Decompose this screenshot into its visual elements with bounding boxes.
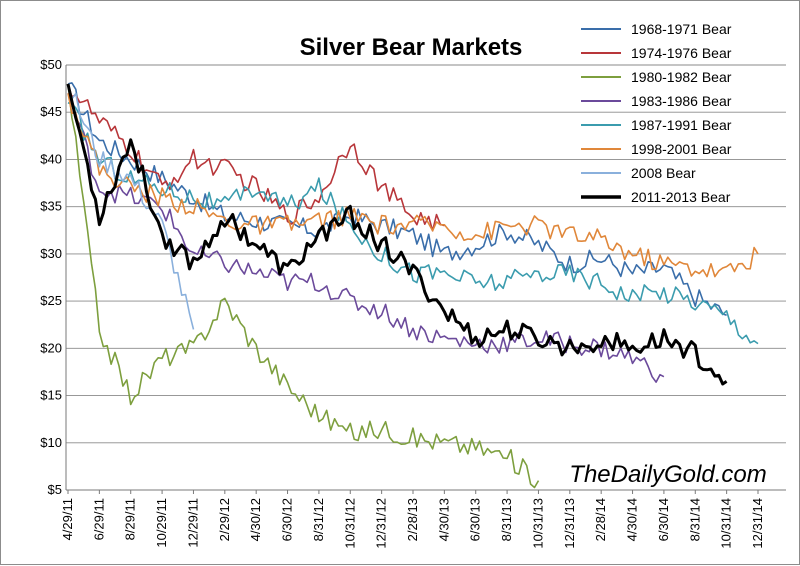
- legend-label: 1987-1991 Bear: [631, 117, 732, 133]
- chart-title: Silver Bear Markets: [300, 34, 523, 61]
- y-tick-labels: $5 $10 $15 $20 $25 $30 $35 $40 $45 $50: [40, 57, 62, 497]
- y-tick-label: $45: [40, 104, 62, 119]
- x-tick-label: 4/29/11: [60, 498, 75, 540]
- legend-label: 1998-2001 Bear: [631, 141, 732, 157]
- legend-label: 1968-1971 Bear: [631, 21, 732, 37]
- data-series: [66, 82, 759, 489]
- y-tick-label: $35: [40, 199, 62, 214]
- legend-label: 1980-1982 Bear: [631, 69, 732, 85]
- x-tick-labels: 4/29/11 6/29/11 8/29/11 10/29/11 12/29/11 2/2…: [60, 498, 765, 549]
- series-line-2011-2013-bear: [66, 83, 728, 386]
- series-line-1998-2001-bear: [67, 93, 759, 278]
- y-tick-label: $10: [40, 435, 62, 450]
- x-tick-label: 10/31/14: [719, 498, 734, 549]
- legend-label: 1983-1986 Bear: [631, 93, 732, 109]
- y-tick-label: $40: [40, 151, 62, 166]
- series-line-1974-1976-bear: [67, 83, 445, 232]
- x-tick-label: 2/29/12: [217, 498, 232, 541]
- series-line-1968-1971-bear: [67, 82, 727, 317]
- x-tick-label: 8/29/11: [123, 498, 138, 540]
- x-tick-label: 2/28/13: [405, 498, 420, 541]
- x-tick-label: 4/30/13: [436, 498, 451, 541]
- y-tick-label: $20: [40, 340, 62, 355]
- y-tick-label: $5: [48, 482, 62, 497]
- legend: 1968-1971 Bear 1974-1976 Bear 1980-1982 Be…: [581, 21, 732, 205]
- y-tick-label: $25: [40, 293, 62, 308]
- x-tick-label: 8/31/12: [311, 498, 326, 541]
- y-tick-label: $15: [40, 388, 62, 403]
- x-tick-label: 2/28/14: [593, 498, 608, 541]
- x-tick-label: 10/29/11: [154, 498, 169, 548]
- x-tick-label: 4/30/14: [625, 498, 640, 541]
- x-tick-label: 6/30/12: [280, 498, 295, 541]
- x-tick-label: 12/31/14: [750, 498, 765, 549]
- series-line-1987-1991-bear: [67, 102, 759, 345]
- series-line-2008-bear: [67, 83, 195, 330]
- y-tick-label: $30: [40, 246, 62, 261]
- x-tick-label: 6/30/14: [656, 498, 671, 541]
- x-tick-label: 6/29/11: [91, 498, 106, 540]
- series-line-1980-1982-bear: [67, 83, 540, 489]
- x-tick-label: 12/31/12: [374, 498, 389, 549]
- legend-label: 2011-2013 Bear: [631, 189, 731, 205]
- x-tick-label: 8/31/14: [687, 498, 702, 541]
- x-tick-label: 4/30/12: [248, 498, 263, 541]
- x-tick-label: 6/30/13: [468, 498, 483, 541]
- x-tick-label: 12/29/11: [185, 498, 200, 548]
- x-tick-label: 10/31/12: [342, 498, 357, 549]
- x-tick-label: 10/31/13: [530, 498, 545, 549]
- legend-label: 2008 Bear: [631, 165, 696, 181]
- watermark: TheDailyGold.com: [569, 461, 766, 488]
- y-tick-label: $50: [40, 57, 62, 72]
- x-tick-label: 12/31/13: [562, 498, 577, 549]
- legend-label: 1974-1976 Bear: [631, 45, 732, 61]
- x-tick-label: 8/31/13: [499, 498, 514, 541]
- axes: [65, 65, 786, 494]
